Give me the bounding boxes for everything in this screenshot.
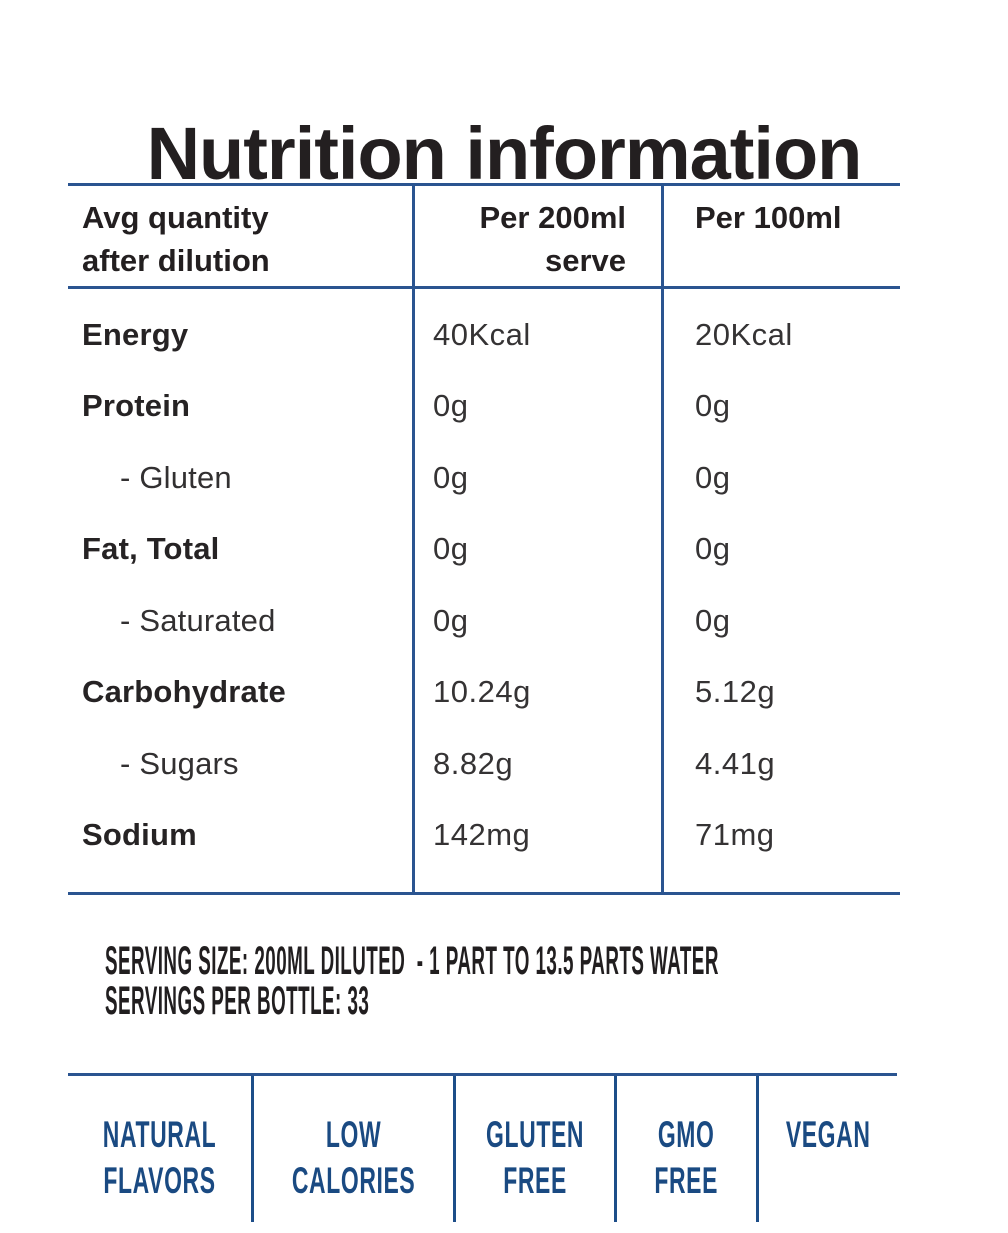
badge-line: LOW bbox=[325, 1114, 382, 1155]
table-row-sugars: - Sugars 8.82g 4.41g bbox=[68, 728, 900, 800]
header-avg-quantity-line1: Avg quantity bbox=[82, 200, 269, 235]
badge-gmo-free: GMO FREE bbox=[614, 1076, 755, 1222]
row-value-per100: 4.41g bbox=[695, 745, 776, 781]
row-label: Protein bbox=[82, 388, 191, 424]
row-label: Energy bbox=[82, 316, 189, 352]
header-avg-quantity: Avg quantity after dilution bbox=[68, 186, 413, 286]
row-value-per200: 40Kcal bbox=[433, 316, 531, 352]
row-label: - Gluten bbox=[120, 459, 232, 495]
column-divider-1 bbox=[412, 186, 415, 892]
header-per-100ml-label: Per 100ml bbox=[695, 200, 842, 235]
header-per-200ml-line2: serve bbox=[544, 243, 626, 278]
badge-vegan: VEGAN bbox=[755, 1076, 897, 1222]
table-row-fat-total: Fat, Total 0g 0g bbox=[68, 514, 900, 586]
table-row-carbohydrate: Carbohydrate 10.24g 5.12g bbox=[68, 657, 900, 729]
row-value-per100: 20Kcal bbox=[695, 316, 793, 352]
row-value-per100: 0g bbox=[695, 602, 731, 638]
table-row-saturated: - Saturated 0g 0g bbox=[68, 585, 900, 657]
badge-line: FLAVORS bbox=[103, 1160, 216, 1201]
column-divider-2 bbox=[661, 186, 664, 892]
table-row-protein: Protein 0g 0g bbox=[68, 371, 900, 443]
header-per-100ml: Per 100ml bbox=[662, 186, 900, 286]
row-value-per200: 8.82g bbox=[433, 745, 514, 781]
serving-size-text: SERVING SIZE: 200ML DILUTED - 1 PART TO … bbox=[105, 939, 719, 983]
row-value-per100: 0g bbox=[695, 459, 731, 495]
badge-gluten-free: GLUTEN FREE bbox=[453, 1076, 614, 1222]
table-header-row: Avg quantity after dilution Per 200ml se… bbox=[68, 186, 900, 289]
row-value-per100: 71mg bbox=[695, 817, 775, 853]
row-label: Fat, Total bbox=[82, 531, 220, 567]
row-value-per100: 5.12g bbox=[695, 674, 776, 710]
header-per-200ml-line1: Per 200ml bbox=[479, 200, 627, 235]
badge-strip: NATURAL FLAVORS LOW CALORIES GLUTEN FREE… bbox=[68, 1073, 897, 1222]
badge-line: GMO bbox=[658, 1114, 715, 1155]
table-row-energy: Energy 40Kcal 20Kcal bbox=[68, 299, 900, 371]
badge-line: CALORIES bbox=[291, 1160, 416, 1201]
row-value-per100: 0g bbox=[695, 531, 731, 567]
row-label: - Sugars bbox=[120, 745, 239, 781]
row-label: - Saturated bbox=[120, 602, 276, 638]
row-value-per200: 10.24g bbox=[433, 674, 531, 710]
serving-info: SERVING SIZE: 200ML DILUTED - 1 PART TO … bbox=[105, 941, 995, 1021]
row-value-per200: 142mg bbox=[433, 817, 531, 853]
badge-line: VEGAN bbox=[785, 1114, 871, 1155]
badge-natural-flavors: NATURAL FLAVORS bbox=[68, 1076, 251, 1222]
row-label: Sodium bbox=[82, 817, 197, 853]
badge-line: GLUTEN bbox=[486, 1114, 585, 1155]
table-row-gluten: - Gluten 0g 0g bbox=[68, 442, 900, 514]
table-row-sodium: Sodium 142mg 71mg bbox=[68, 800, 900, 872]
row-value-per200: 0g bbox=[433, 602, 469, 638]
row-value-per200: 0g bbox=[433, 531, 469, 567]
badge-line: FREE bbox=[654, 1160, 719, 1201]
row-value-per200: 0g bbox=[433, 388, 469, 424]
badge-low-calories: LOW CALORIES bbox=[251, 1076, 453, 1222]
page-title: Nutrition information bbox=[146, 111, 863, 195]
row-value-per200: 0g bbox=[433, 459, 469, 495]
badge-line: FREE bbox=[503, 1160, 568, 1201]
nutrition-table: Avg quantity after dilution Per 200ml se… bbox=[68, 183, 900, 895]
header-per-200ml: Per 200ml serve bbox=[413, 186, 662, 286]
table-body: Energy 40Kcal 20Kcal Protein 0g 0g - Glu… bbox=[68, 289, 900, 889]
row-value-per100: 0g bbox=[695, 388, 731, 424]
servings-per-bottle-text: SERVINGS PER BOTTLE: 33 bbox=[105, 979, 370, 1023]
badge-line: NATURAL bbox=[102, 1114, 217, 1155]
header-avg-quantity-line2: after dilution bbox=[82, 243, 270, 278]
row-label: Carbohydrate bbox=[82, 674, 286, 710]
